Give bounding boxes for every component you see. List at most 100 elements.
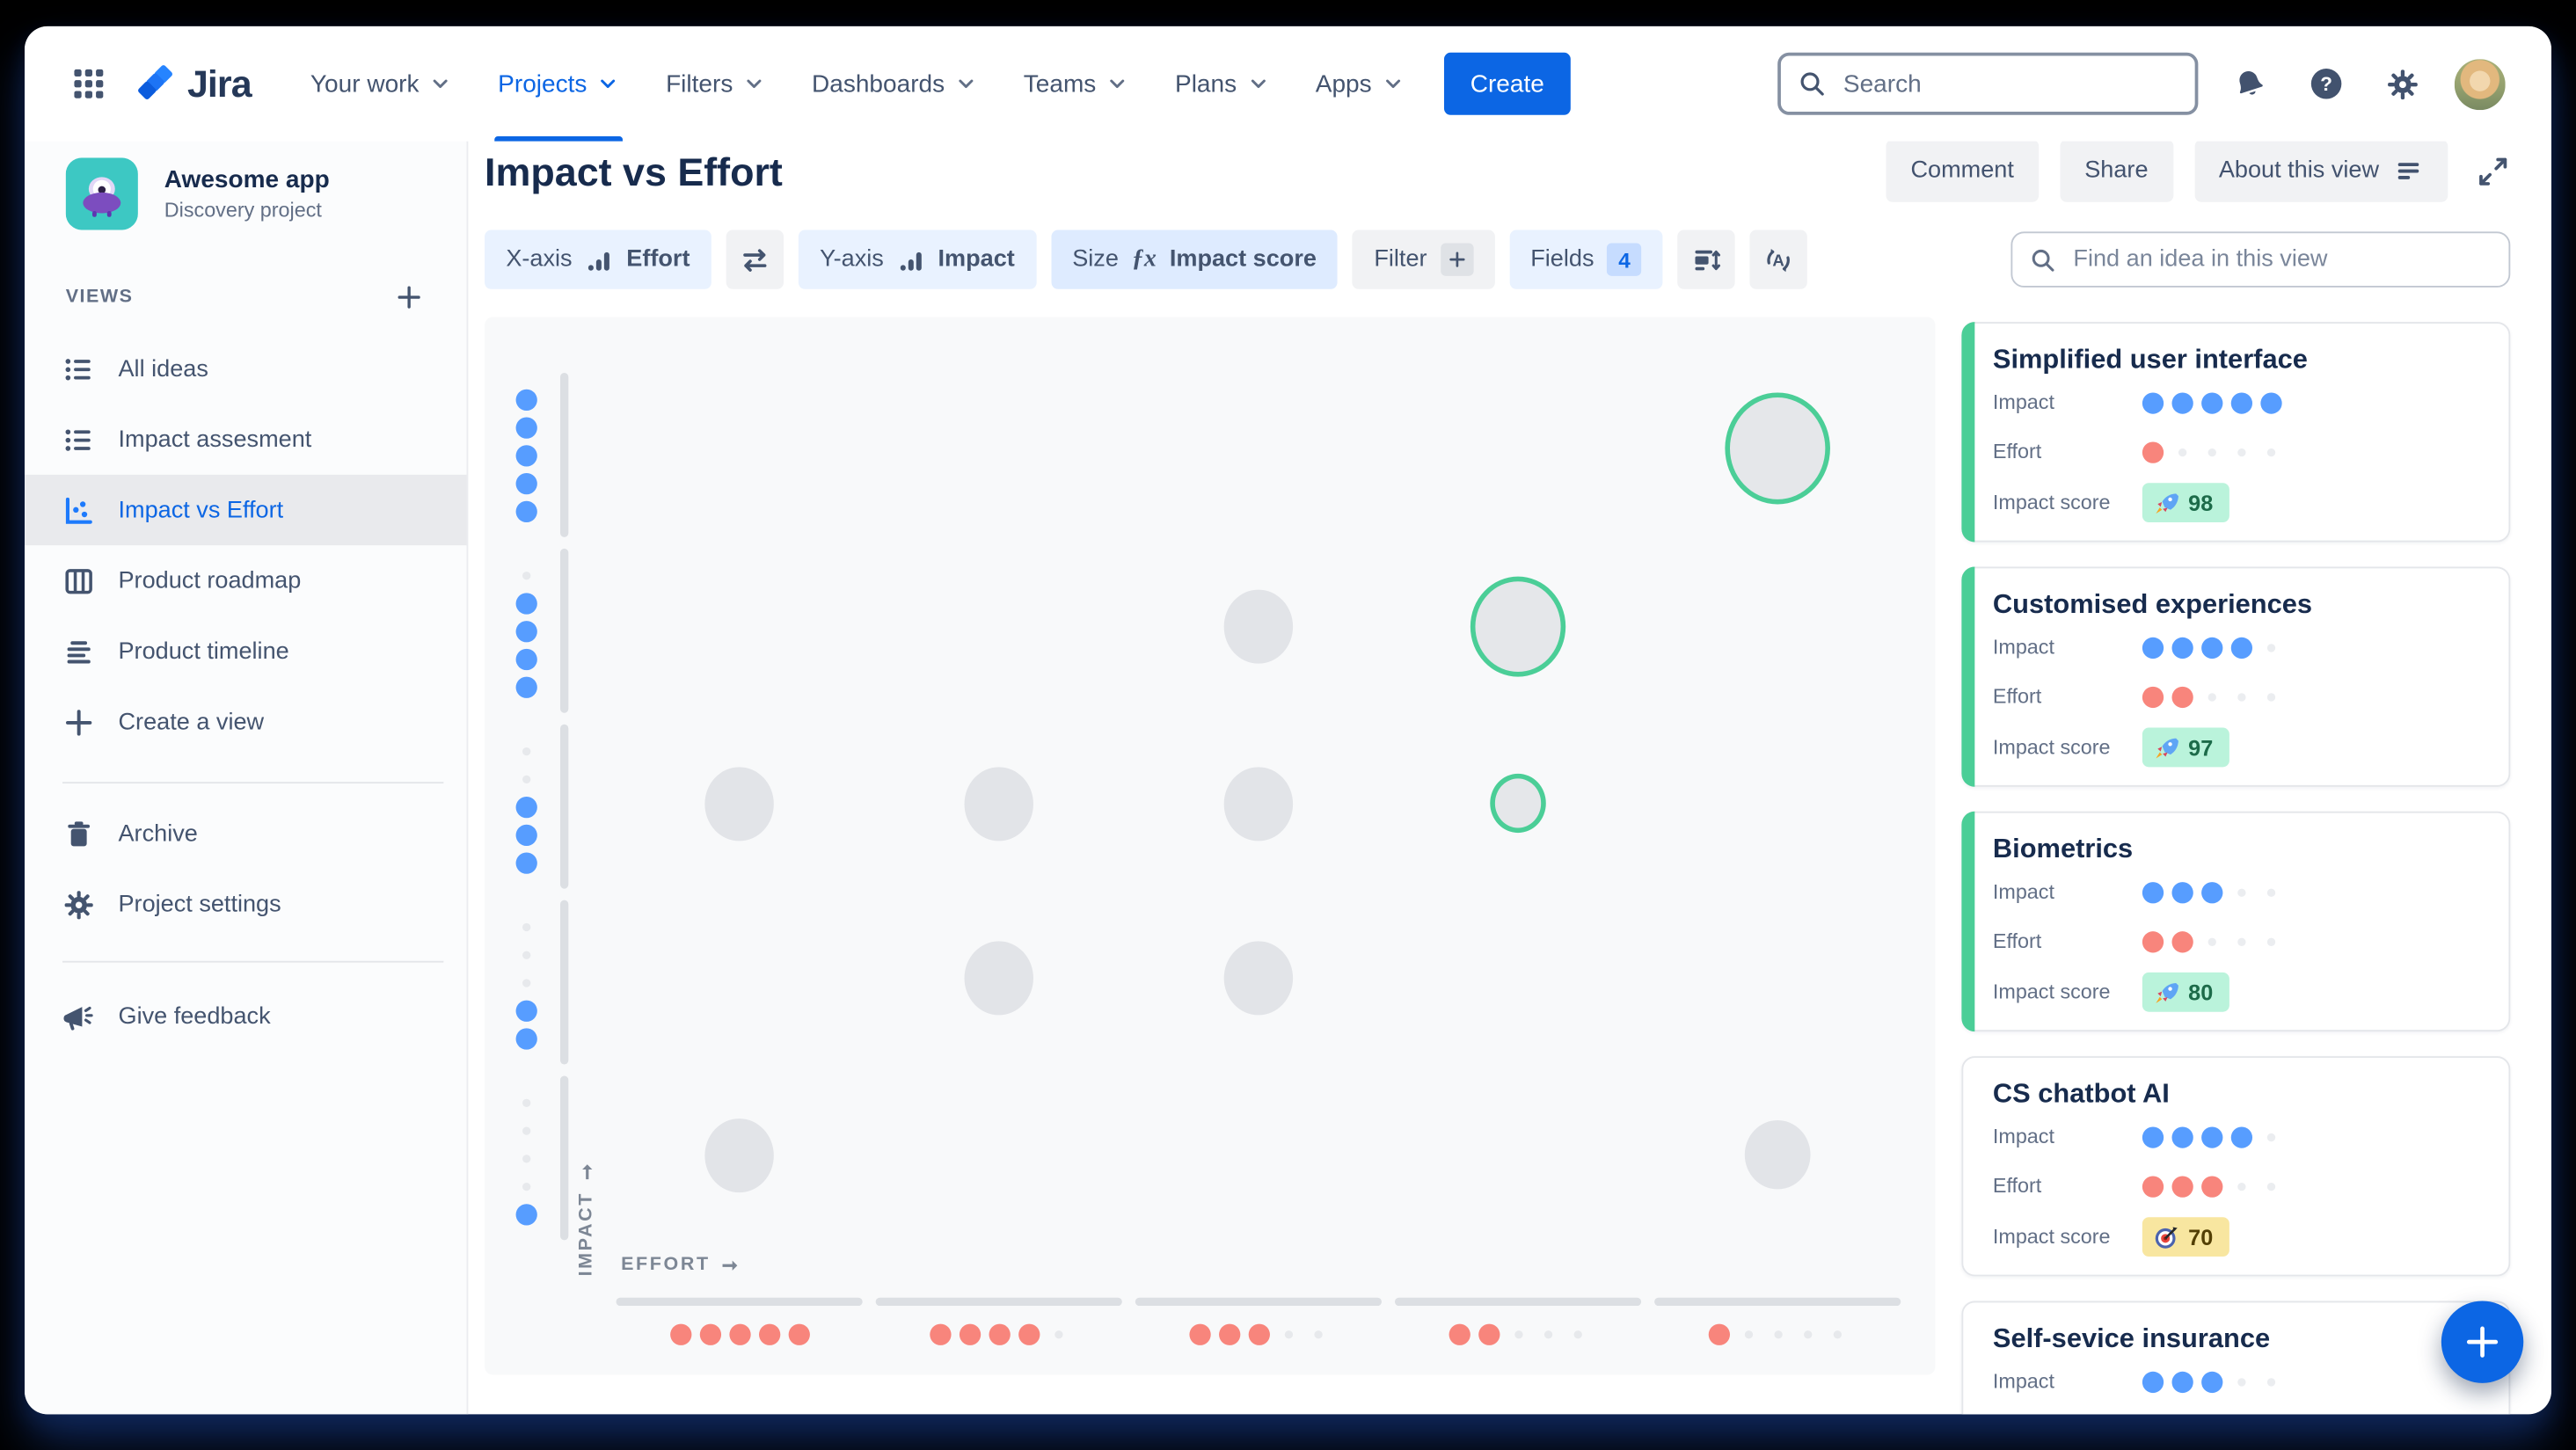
blue-rating-dot	[2201, 391, 2223, 413]
idea-bubble[interactable]	[1223, 940, 1294, 1015]
nav-item-plans[interactable]: Plans	[1152, 26, 1293, 142]
green-accent-bar	[1961, 811, 1975, 1032]
primary-nav: Your work Projects Filters Dashboards Teams P…	[288, 26, 1427, 142]
nav-item-dashboards[interactable]: Dashboards	[789, 26, 1001, 142]
nav-item-apps[interactable]: Apps	[1293, 26, 1428, 142]
blue-rating-dot	[2201, 636, 2223, 659]
sidebar-item-product-roadmap[interactable]: Product roadmap	[25, 545, 466, 616]
x-axis-chip[interactable]: X-axis Effort	[485, 230, 712, 289]
global-search-input[interactable]	[1840, 68, 2178, 100]
jira-logo-icon	[136, 64, 176, 104]
idea-bubble[interactable]	[1223, 588, 1294, 663]
add-idea-fab[interactable]	[2441, 1301, 2524, 1383]
blue-rating-dot	[2142, 391, 2164, 413]
x-axis-tick	[616, 1297, 863, 1306]
impact-axis-dot	[514, 647, 536, 670]
sidebar-item-archive[interactable]: Archive	[25, 798, 466, 869]
find-idea-search[interactable]	[2010, 231, 2511, 288]
impact-axis-label: IMPACT ➞	[576, 1162, 598, 1277]
nav-item-filters[interactable]: Filters	[643, 26, 789, 142]
nav-item-your-work[interactable]: Your work	[288, 26, 475, 142]
sidebar-item-project-settings[interactable]: Project settings	[25, 869, 466, 939]
user-avatar[interactable]	[2455, 58, 2506, 109]
effort-label: Effort	[1992, 1174, 2042, 1198]
blue-rating-dot	[2201, 1126, 2223, 1148]
effort-axis-dot	[1247, 1322, 1270, 1344]
swap-axes-chip[interactable]	[726, 230, 784, 289]
comment-button[interactable]: Comment	[1886, 139, 2039, 202]
idea-bubble[interactable]	[1223, 766, 1294, 841]
global-search[interactable]	[1777, 52, 2199, 115]
nav-item-teams[interactable]: Teams	[1001, 26, 1152, 142]
sidebar-item-impact-assesment[interactable]: Impact assesment	[25, 404, 466, 475]
idea-bubble[interactable]	[1744, 1119, 1811, 1190]
idea-card-customised-experiences[interactable]: Customised experiences Impact Effort Impact…	[1961, 566, 2511, 787]
idea-card-self-sevice-insurance[interactable]: Self-sevice insurance Impact	[1961, 1301, 2511, 1415]
settings-gear-icon[interactable]	[2379, 60, 2426, 107]
fields-chip[interactable]: Fields 4	[1508, 230, 1663, 289]
add-view-plus-icon[interactable]	[388, 276, 431, 319]
idea-bubble-highlighted[interactable]	[1725, 392, 1830, 505]
formula-fx-icon: ƒx	[1131, 245, 1157, 273]
trash-icon	[62, 817, 95, 849]
filter-plus-icon	[1440, 243, 1473, 276]
empty-rating-dot	[2237, 887, 2246, 896]
row-height-icon	[1691, 244, 1722, 274]
arrow-right-icon: ➞	[721, 1257, 741, 1277]
app-switcher-grid-icon[interactable]	[64, 59, 113, 108]
idea-bubble[interactable]	[964, 940, 1033, 1015]
impact-axis-dot	[514, 592, 536, 614]
impact-label: Impact	[1992, 390, 2054, 414]
row-height-chip[interactable]	[1677, 230, 1736, 289]
project-header[interactable]: Awesome app Discovery project	[65, 157, 330, 230]
views-label: VIEWS	[65, 287, 134, 308]
blue-rating-dot	[2142, 1370, 2164, 1393]
idea-card-cs-chatbot-ai[interactable]: CS chatbot AI Impact Effort Impact score 70	[1961, 1056, 2511, 1277]
filter-chip[interactable]: Filter	[1353, 230, 1495, 289]
effort-axis-empty-dot	[1573, 1330, 1581, 1338]
sidebar-item-create-a-view[interactable]: Create a view	[25, 687, 466, 757]
sidebar-divider	[62, 960, 444, 963]
effort-axis-dot	[958, 1322, 981, 1344]
fields-count-badge: 4	[1607, 243, 1642, 276]
sidebar-item-impact-vs-effort[interactable]: Impact vs Effort	[25, 474, 467, 546]
idea-card-biometrics[interactable]: Biometrics Impact Effort Impact score 80	[1961, 811, 2511, 1032]
y-axis-chip[interactable]: Y-axis Impact	[798, 230, 1037, 289]
notifications-bell-icon[interactable]	[2226, 60, 2273, 107]
empty-rating-dot	[2266, 1377, 2276, 1386]
size-chip[interactable]: Size ƒx Impact score	[1050, 230, 1339, 289]
megaphone-icon	[62, 1000, 95, 1032]
help-icon[interactable]: ?	[2302, 59, 2351, 108]
impact-score-label: Impact score	[1992, 980, 2111, 1004]
share-button[interactable]: Share	[2060, 139, 2173, 202]
effort-row: Effort	[1993, 1175, 2489, 1198]
idea-bubble-highlighted[interactable]	[1490, 773, 1546, 834]
project-sidebar: Awesome app Discovery project VIEWS All …	[25, 141, 469, 1415]
jira-logo[interactable]: Jira	[136, 62, 252, 106]
impact-axis-empty-dot	[522, 978, 530, 987]
nav-item-projects[interactable]: Projects	[475, 26, 643, 142]
idea-bubble[interactable]	[964, 766, 1033, 841]
impact-axis-empty-dot	[522, 1126, 530, 1134]
idea-bubble[interactable]	[704, 1118, 774, 1192]
impact-axis-dot	[514, 499, 536, 522]
create-button[interactable]: Create	[1443, 52, 1571, 115]
fullscreen-expand-icon[interactable]	[2470, 147, 2517, 194]
empty-rating-dot	[2237, 936, 2246, 946]
sidebar-item-give-feedback[interactable]: Give feedback	[25, 980, 466, 1051]
about-this-view-button[interactable]: About this view	[2193, 139, 2448, 202]
idea-bubble-highlighted[interactable]	[1470, 575, 1566, 676]
effort-axis-dot	[758, 1322, 780, 1344]
idea-card-simplified-user-interface[interactable]: Simplified user interface Impact Effort Imp…	[1961, 322, 2511, 543]
impact-score-label: Impact score	[1992, 1225, 2111, 1249]
impact-score-badge: 97	[2142, 727, 2229, 768]
impact-axis-empty-dot	[522, 922, 530, 931]
sidebar-footer-list: Archive Project settings	[25, 798, 466, 940]
impact-score-row: Impact score 97	[1993, 727, 2489, 768]
idea-bubble[interactable]	[704, 766, 774, 841]
sidebar-item-product-timeline[interactable]: Product timeline	[25, 616, 466, 687]
sort-az-cycle-chip[interactable]: A	[1749, 230, 1808, 289]
impact-effort-chart[interactable]: EFFORT ➞ IMPACT ➞	[485, 317, 1936, 1375]
find-idea-input[interactable]	[2069, 244, 2492, 274]
sidebar-item-all-ideas[interactable]: All ideas	[25, 333, 466, 404]
